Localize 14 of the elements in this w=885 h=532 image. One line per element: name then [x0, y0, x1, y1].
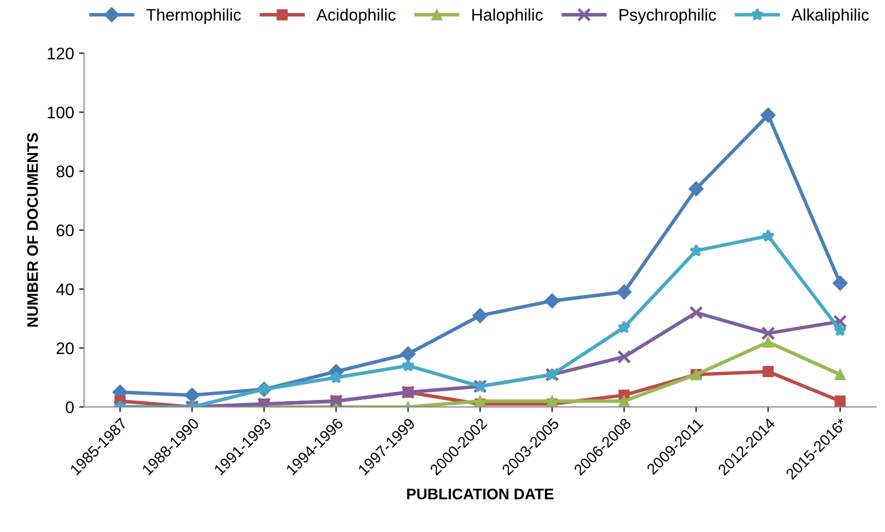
y-tick-label: 100 — [48, 106, 74, 118]
y-tick-label: 0 — [66, 401, 74, 414]
legend-label: Halophilic — [472, 8, 543, 24]
legend-label: Acidophilic — [316, 8, 396, 24]
legend-label: Alkaliphilic — [791, 8, 869, 24]
legend-label: Psychrophilic — [620, 8, 716, 24]
y-axis-title: NUMBER OF DOCUMENTS — [27, 133, 38, 327]
y-tick-label: 80 — [56, 166, 74, 178]
y-tick-label: 60 — [56, 224, 74, 236]
y-tick-label: 40 — [56, 283, 74, 296]
y-tick-label: 20 — [56, 342, 74, 354]
y-tick-label: 120 — [48, 48, 74, 60]
legend-label: Thermophilic — [146, 8, 241, 24]
x-axis-title: PUBLICATION DATE — [407, 488, 554, 500]
